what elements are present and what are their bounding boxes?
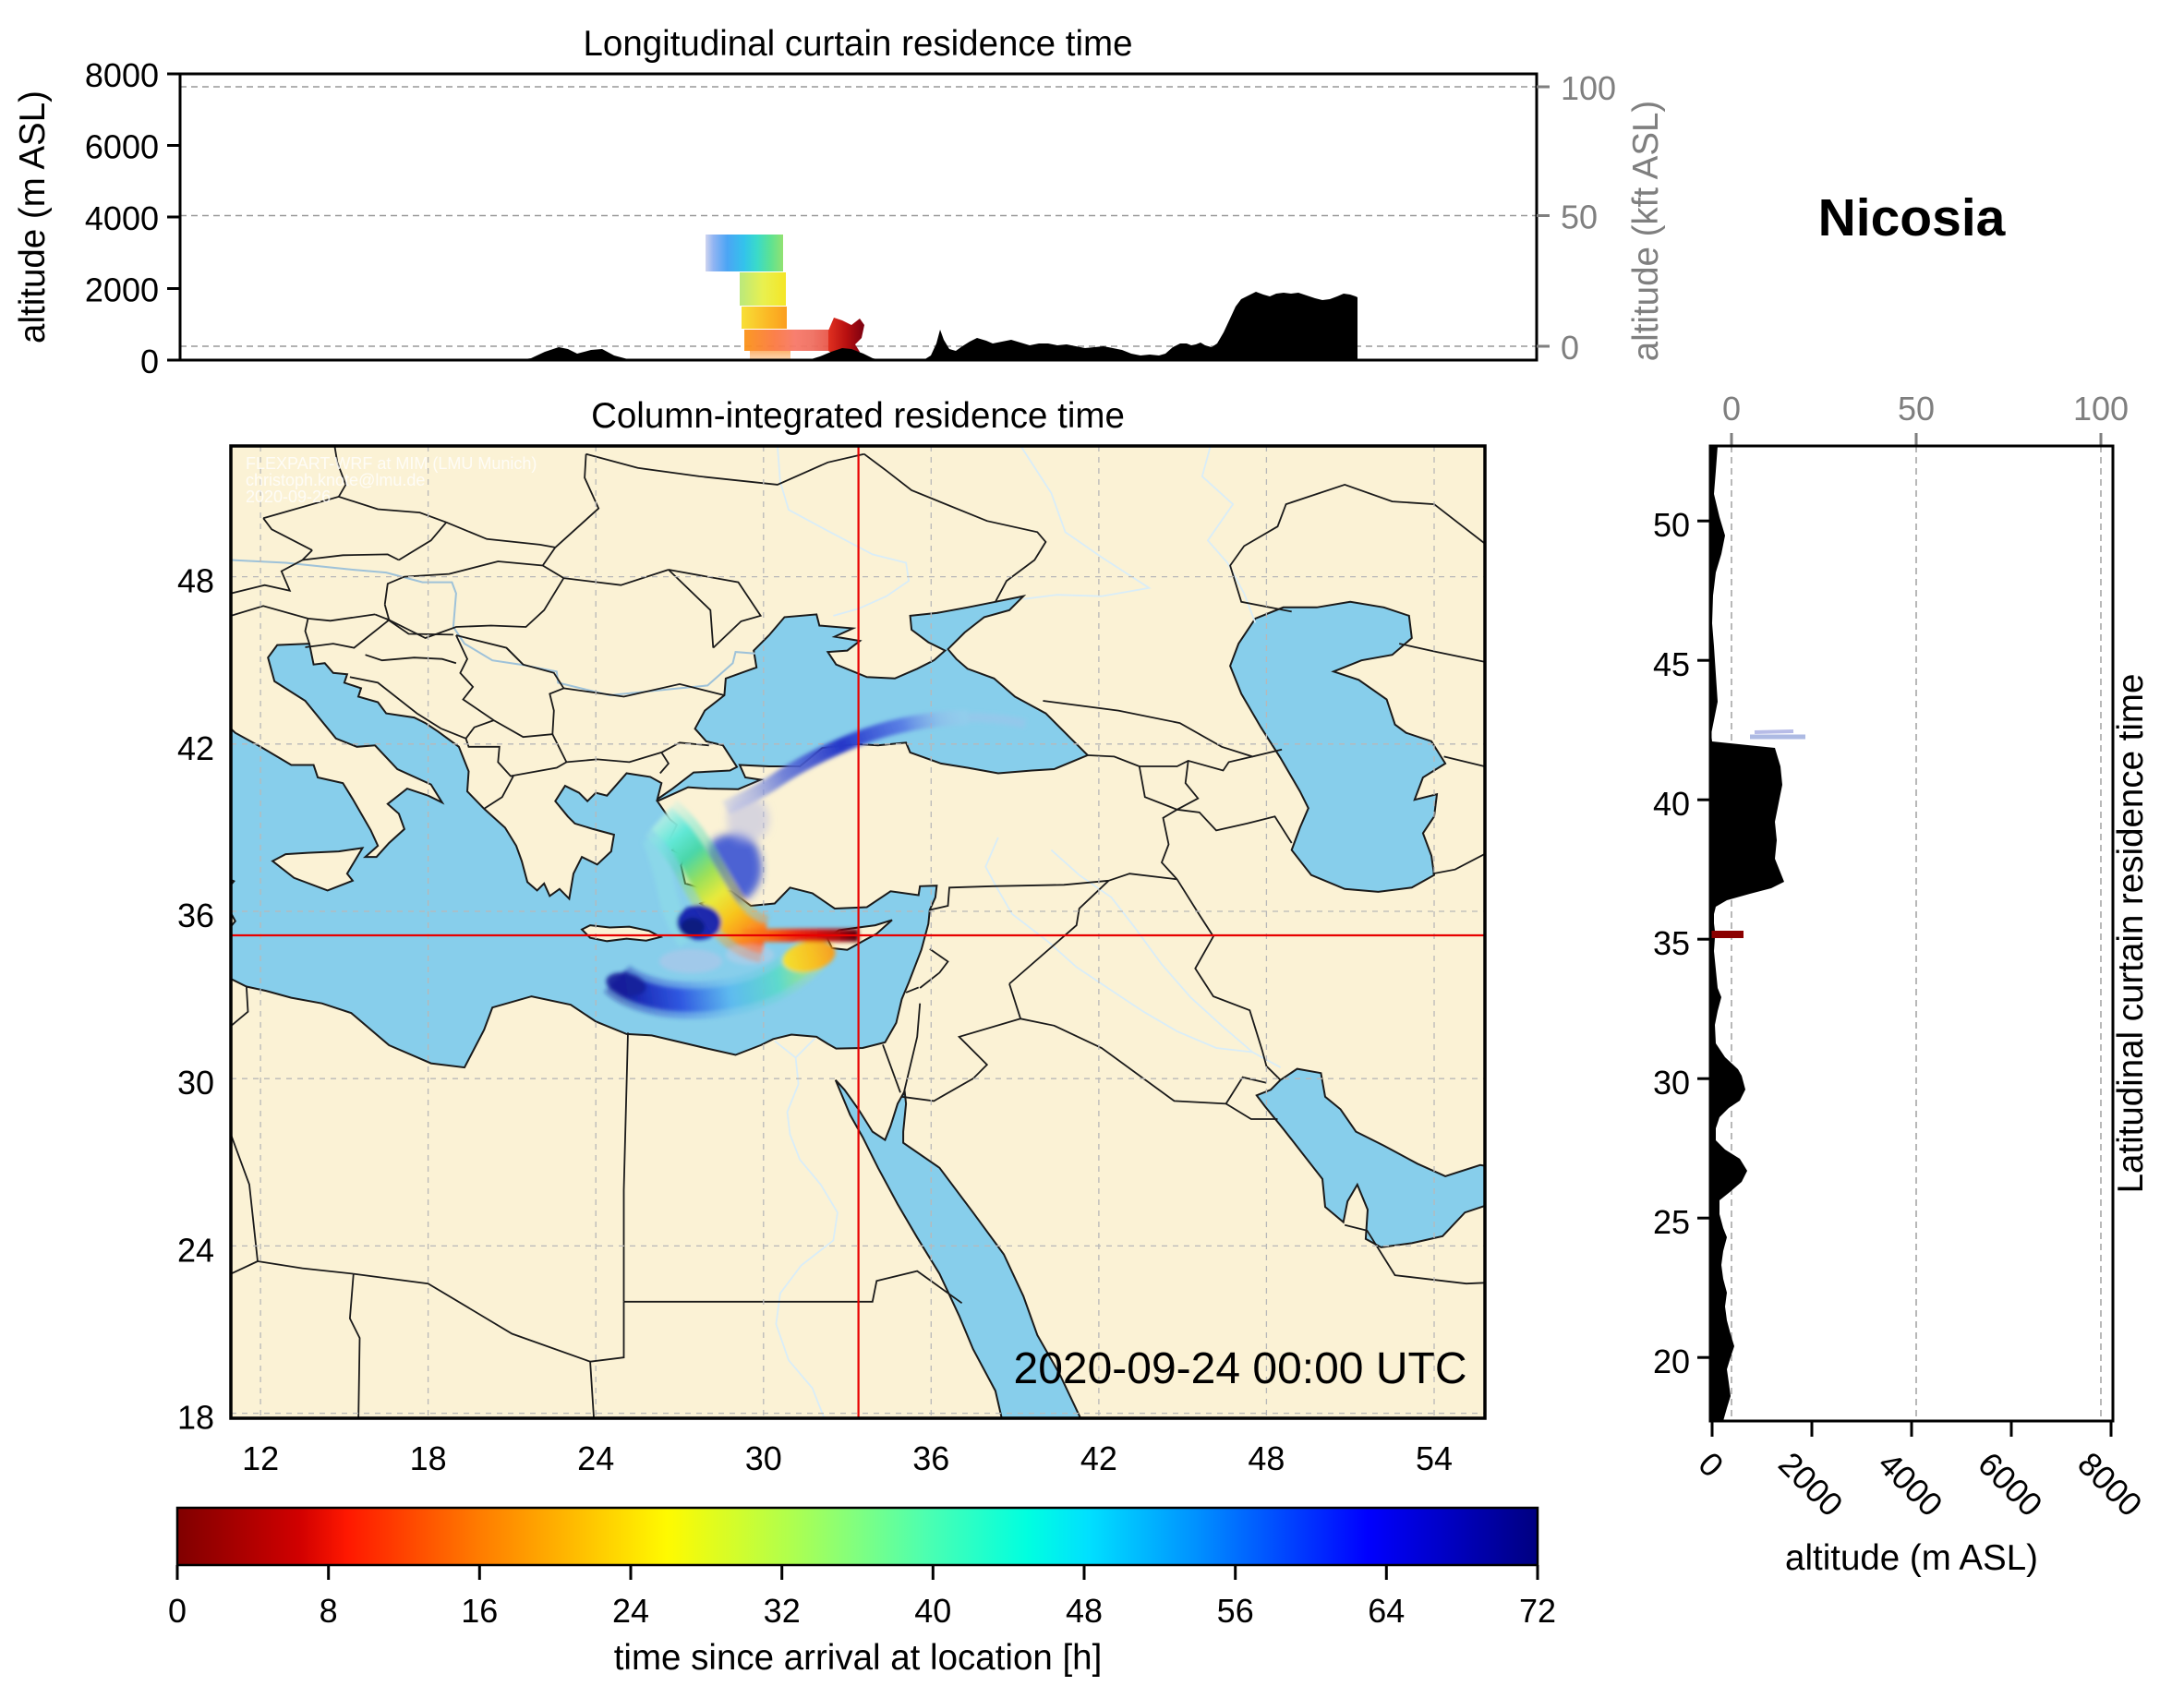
svg-text:32: 32 <box>764 1592 801 1630</box>
svg-text:time since arrival at location: time since arrival at location [h] <box>614 1638 1103 1678</box>
svg-text:0: 0 <box>168 1592 187 1630</box>
svg-text:18: 18 <box>410 1439 447 1477</box>
svg-text:50: 50 <box>1561 199 1598 236</box>
svg-text:12: 12 <box>242 1439 279 1477</box>
svg-text:100: 100 <box>2073 390 2129 428</box>
svg-text:48: 48 <box>1066 1592 1103 1630</box>
svg-text:Longitudinal curtain residence: Longitudinal curtain residence time <box>584 24 1133 64</box>
svg-text:40: 40 <box>1653 785 1690 823</box>
svg-text:50: 50 <box>1898 390 1935 428</box>
svg-text:72: 72 <box>1519 1592 1556 1630</box>
svg-text:8: 8 <box>320 1592 338 1630</box>
svg-text:36: 36 <box>912 1439 949 1477</box>
svg-text:4000: 4000 <box>85 199 159 237</box>
svg-text:48: 48 <box>1248 1439 1285 1477</box>
svg-text:42: 42 <box>177 729 214 767</box>
svg-text:altitude (m ASL): altitude (m ASL) <box>1785 1538 2038 1578</box>
svg-text:Nicosia: Nicosia <box>1818 188 2007 247</box>
svg-text:0: 0 <box>1561 329 1579 367</box>
svg-text:16: 16 <box>461 1592 498 1630</box>
svg-text:FLEXPART-WRF at MIM (LMU Munic: FLEXPART-WRF at MIM (LMU Munich) <box>246 454 537 473</box>
svg-text:24: 24 <box>577 1439 614 1477</box>
svg-text:45: 45 <box>1653 645 1690 683</box>
svg-text:6000: 6000 <box>85 128 159 166</box>
svg-text:30: 30 <box>745 1439 782 1477</box>
svg-text:30: 30 <box>1653 1064 1690 1102</box>
svg-text:64: 64 <box>1368 1592 1405 1630</box>
svg-text:2000: 2000 <box>85 271 159 309</box>
svg-text:0: 0 <box>1722 390 1741 428</box>
svg-text:30: 30 <box>177 1064 214 1102</box>
svg-text:christoph.knote@lmu.de: christoph.knote@lmu.de <box>246 471 425 489</box>
svg-text:48: 48 <box>177 562 214 600</box>
svg-text:altitude (kft ASL): altitude (kft ASL) <box>1626 101 1666 361</box>
svg-text:50: 50 <box>1653 506 1690 544</box>
svg-text:42: 42 <box>1080 1439 1117 1477</box>
svg-text:20: 20 <box>1653 1343 1690 1380</box>
svg-text:Column-integrated residence ti: Column-integrated residence time <box>591 396 1125 436</box>
svg-text:Latitudinal curtain residence: Latitudinal curtain residence time <box>2111 674 2151 1194</box>
svg-text:35: 35 <box>1653 924 1690 962</box>
svg-text:altitude (m ASL): altitude (m ASL) <box>13 90 53 343</box>
svg-text:2020-09-26: 2020-09-26 <box>246 488 331 506</box>
svg-text:36: 36 <box>177 897 214 934</box>
svg-text:0: 0 <box>140 343 159 380</box>
svg-text:40: 40 <box>914 1592 951 1630</box>
svg-text:24: 24 <box>612 1592 649 1630</box>
svg-text:18: 18 <box>177 1399 214 1437</box>
svg-text:25: 25 <box>1653 1203 1690 1241</box>
svg-text:24: 24 <box>177 1231 214 1269</box>
svg-text:8000: 8000 <box>85 56 159 94</box>
svg-text:54: 54 <box>1416 1439 1453 1477</box>
svg-text:2020-09-24 00:00 UTC: 2020-09-24 00:00 UTC <box>1014 1344 1467 1393</box>
svg-text:56: 56 <box>1217 1592 1254 1630</box>
svg-text:100: 100 <box>1561 69 1616 107</box>
